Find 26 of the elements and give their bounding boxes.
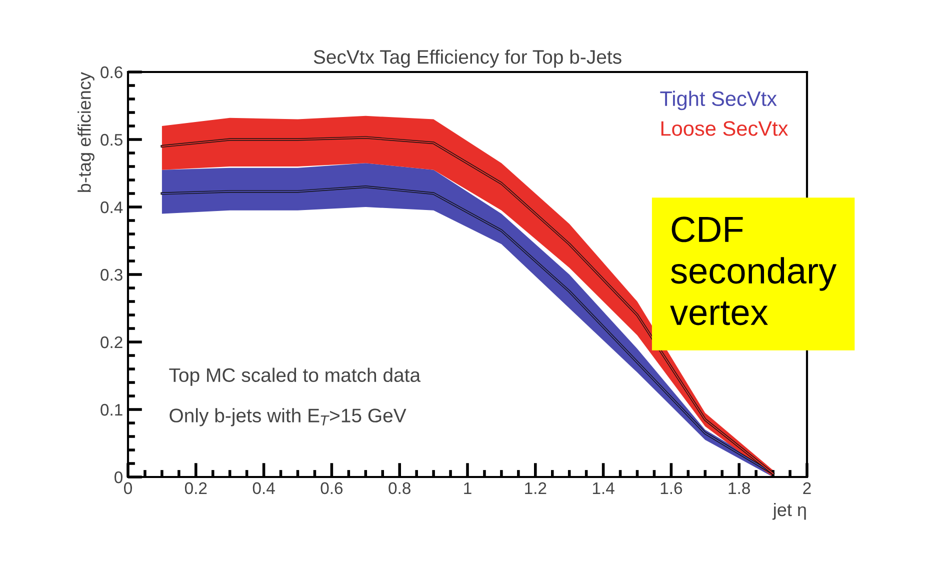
text: Tight SecVtx xyxy=(660,90,777,110)
x-tick-label: 1.6 xyxy=(660,482,682,494)
x-tick-label: 0.6 xyxy=(320,482,343,494)
x-tick-label: 1 xyxy=(464,482,472,494)
y-tick-label: 0.6 xyxy=(100,66,122,78)
x-tick-label: 0 xyxy=(124,482,132,494)
x-tick-label: 0.4 xyxy=(252,482,275,494)
x-tick-label: 1.8 xyxy=(728,482,750,494)
annotation: Top MC scaled to match data xyxy=(169,368,421,386)
y-tick-label: 0.2 xyxy=(100,336,122,348)
x-tick-label: 0.2 xyxy=(184,482,207,494)
annotation: CDF secondary vertex xyxy=(670,216,837,326)
chart-title: SecVtx Tag Efficiency for Top b-Jets xyxy=(314,50,622,68)
y-tick-label: 0.4 xyxy=(100,201,123,214)
text: Loose SecVtx xyxy=(661,121,788,136)
y-tick-label: 0.5 xyxy=(100,134,122,146)
y-tick-label: 0 xyxy=(114,471,122,484)
annotation: Only b-jets with E$_{T}$>15 GeV xyxy=(170,408,406,426)
x-tick-label: 2 xyxy=(803,482,811,494)
x-tick-label: 0.8 xyxy=(388,482,410,494)
x-tick-label: 1.2 xyxy=(525,482,546,494)
y-axis-title: b-tag efficiency xyxy=(78,72,94,192)
y-tick-label: 0.3 xyxy=(100,268,122,281)
x-axis-title: jet η xyxy=(772,502,806,520)
y-tick-label: 0.1 xyxy=(100,404,122,416)
x-tick-label: 1.4 xyxy=(592,482,614,494)
